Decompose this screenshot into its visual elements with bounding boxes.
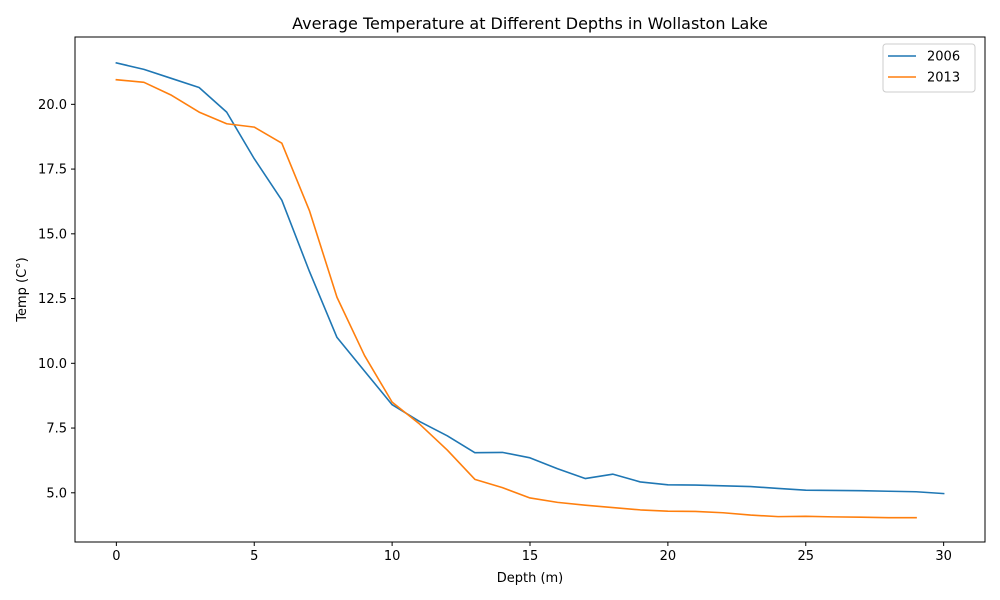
x-tick-label: 10 (384, 549, 401, 564)
x-tick-label: 5 (250, 549, 258, 564)
plot-area (115, 61, 945, 519)
x-tick-label: 30 (935, 549, 952, 564)
y-tick-label: 12.5 (38, 292, 67, 307)
y-tick-label: 17.5 (38, 163, 67, 178)
x-axis: 0 5 10 15 20 25 30 (112, 542, 952, 564)
plot-frame (74, 36, 986, 543)
y-axis: 5.0 7.5 10.0 12.5 15.0 17.5 20.0 (38, 98, 75, 501)
x-tick-label: 0 (112, 549, 120, 564)
series-line-2013 (115, 78, 917, 519)
y-tick-label: 5.0 (46, 486, 67, 501)
y-tick-label: 10.0 (38, 357, 67, 372)
x-tick-label: 25 (797, 549, 814, 564)
x-tick-label: 15 (522, 549, 539, 564)
y-tick-label: 7.5 (46, 422, 67, 437)
legend-label-2013: 2013 (927, 71, 960, 86)
x-axis-label: Depth (m) (497, 571, 564, 586)
x-tick-label: 20 (660, 549, 677, 564)
legend: 2006 2013 (882, 43, 976, 93)
legend-label-2006: 2006 (927, 50, 960, 65)
chart-title: Average Temperature at Different Depths … (292, 14, 768, 33)
y-tick-label: 20.0 (38, 98, 67, 113)
y-axis-label: Temp (C°) (15, 257, 30, 323)
series-line-2006 (115, 61, 945, 495)
y-tick-label: 15.0 (38, 227, 67, 242)
